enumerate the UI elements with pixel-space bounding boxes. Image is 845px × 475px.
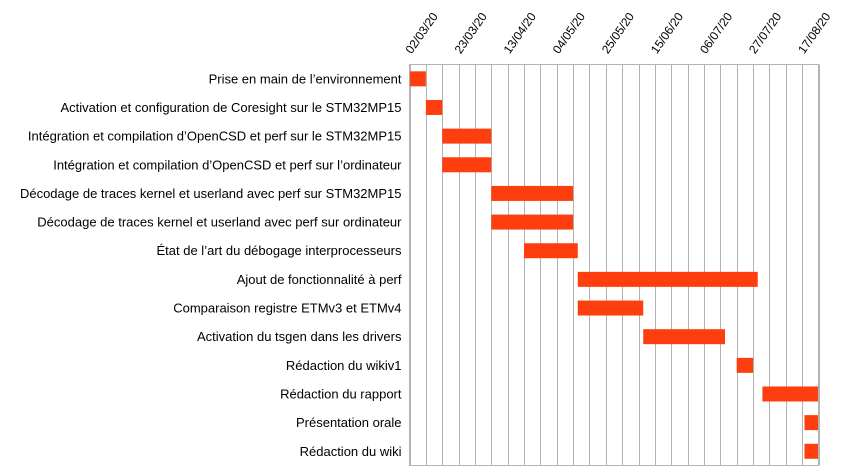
task-label: Prise en main de l’environnement <box>209 71 402 86</box>
x-tick-label: 23/03/20 <box>452 10 490 57</box>
task-bar <box>409 71 426 87</box>
task-bar <box>491 185 574 201</box>
task-label: Activation du tsgen dans les drivers <box>197 329 402 344</box>
task-label: Décodage de traces kernel et userland av… <box>20 186 402 201</box>
task-bar <box>577 271 758 287</box>
task-bar <box>804 443 819 459</box>
task-label: Présentation orale <box>296 415 402 430</box>
x-tick-label: 25/05/20 <box>599 10 637 57</box>
task-bar <box>442 128 492 144</box>
task-label: Rédaction du wiki <box>300 444 402 459</box>
task-label: Activation et configuration de Coresight… <box>60 100 401 115</box>
task-bar <box>736 357 754 373</box>
task-bar <box>491 214 574 230</box>
task-bar <box>442 157 492 173</box>
plot-frame <box>409 64 819 466</box>
task-label: Ajout de fonctionnalité à perf <box>237 272 402 287</box>
task-label: Rédaction du wikiv1 <box>286 358 402 373</box>
x-tick-label: 06/07/20 <box>697 10 735 57</box>
x-tick-label: 15/06/20 <box>648 10 686 57</box>
task-label: Intégration et compilation d’OpenCSD et … <box>28 129 402 144</box>
x-tick-label: 04/05/20 <box>550 10 588 57</box>
task-label: Rédaction du rapport <box>280 386 402 401</box>
task-bar <box>425 99 443 115</box>
task-bar <box>643 329 726 345</box>
task-labels: Prise en main de l’environnement Activati… <box>20 71 402 458</box>
task-label: Intégration et compilation d’OpenCSD et … <box>53 157 402 172</box>
task-bar <box>524 243 578 259</box>
grid <box>410 64 820 466</box>
x-tick-label: 02/03/20 <box>402 10 440 57</box>
task-bar <box>577 300 644 316</box>
task-label: Décodage de traces kernel et userland av… <box>37 215 402 230</box>
task-bar <box>762 386 819 402</box>
task-label: Comparaison registre ETMv3 et ETMv4 <box>173 301 401 316</box>
task-label: État de l’art du débogage interprocesseu… <box>157 243 402 258</box>
x-tick-label: 27/07/20 <box>746 10 784 57</box>
bars <box>409 71 819 459</box>
task-bar <box>804 415 819 431</box>
x-tick-labels: 02/03/20 23/03/20 13/04/20 04/05/20 25/05/20… <box>402 10 833 57</box>
x-tick-label: 13/04/20 <box>501 10 539 57</box>
x-tick-label: 17/08/20 <box>795 10 833 57</box>
